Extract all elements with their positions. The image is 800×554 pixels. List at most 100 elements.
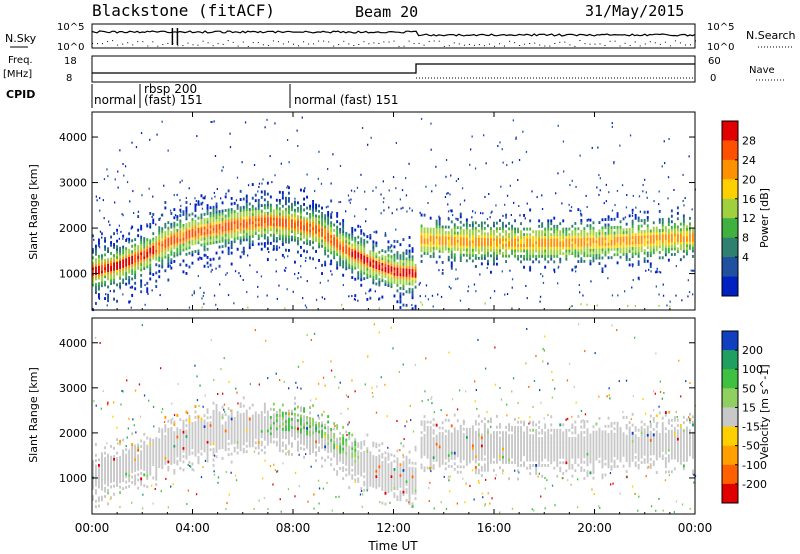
power-cell (339, 249, 342, 253)
power-cell (212, 216, 215, 220)
power-cell (294, 200, 296, 204)
power-cell (420, 254, 423, 258)
power-cell (568, 244, 571, 247)
power-cell (122, 264, 125, 268)
power-cell (445, 159, 448, 161)
power-cell (648, 268, 650, 271)
power-cell (260, 212, 263, 216)
power-cell (188, 243, 191, 247)
velocity-cell (128, 465, 131, 469)
power-cell (98, 276, 100, 280)
velocity-cell (447, 454, 450, 457)
power-cell (399, 276, 402, 279)
power-cell (562, 238, 565, 242)
power-cell (260, 247, 263, 251)
velocity-cell (149, 451, 152, 455)
power-cell (149, 247, 152, 251)
power-cell (281, 234, 284, 238)
power-cell (392, 176, 395, 179)
velocity-cell (137, 465, 140, 468)
power-cell (575, 270, 577, 273)
power-cell (583, 259, 586, 263)
power-cell (369, 258, 372, 262)
power-cell (640, 238, 643, 242)
power-cell (387, 254, 390, 257)
velocity-cell (372, 471, 375, 475)
power-cell (447, 233, 450, 237)
power-cell (474, 229, 477, 233)
velocity-cell (155, 477, 158, 481)
velocity-cell (429, 434, 432, 438)
power-cell (327, 205, 329, 208)
velocity-cell (200, 441, 203, 445)
power-cell (661, 242, 664, 246)
power-cell (206, 242, 209, 246)
velocity-cell (143, 446, 146, 450)
velocity-cell (402, 485, 405, 489)
velocity-cell (134, 482, 137, 486)
velocity-cell (399, 479, 402, 483)
power-cell (191, 242, 194, 246)
velocity-cell (285, 436, 287, 440)
velocity-cell (272, 432, 275, 436)
power-cell (592, 248, 595, 252)
power-cell (610, 239, 613, 243)
power-cell (474, 167, 477, 170)
velocity-cell (281, 422, 284, 426)
power-cell (304, 259, 307, 262)
power-cell (95, 291, 97, 294)
power-cell (589, 232, 592, 236)
power-cell (616, 247, 619, 251)
velocity-cell (203, 441, 206, 445)
power-cell (631, 286, 633, 289)
power-cell (116, 228, 118, 232)
power-cell (224, 209, 227, 212)
velocity-cell (269, 407, 272, 411)
power-cell (435, 184, 437, 187)
power-cell (146, 249, 149, 252)
velocity-cell (122, 454, 125, 458)
velocity-cell (402, 466, 405, 470)
power-cell (679, 239, 682, 242)
velocity-cell (272, 429, 275, 433)
power-cell (586, 232, 589, 236)
power-cell (278, 199, 281, 202)
power-cell (655, 226, 658, 230)
power-cell (614, 204, 616, 207)
velocity-cell (390, 472, 393, 476)
power-cell (281, 193, 284, 197)
velocity-cell (441, 448, 444, 452)
power-cell (556, 252, 559, 256)
velocity-cell (140, 463, 143, 467)
power-cell (236, 212, 239, 216)
power-cell (468, 248, 471, 252)
power-cell (215, 208, 218, 211)
power-cell (550, 246, 553, 250)
power-cell (541, 254, 544, 258)
power-cell (363, 255, 366, 259)
power-cell (568, 246, 571, 250)
velocity-cell (275, 416, 278, 420)
velocity-cell (435, 434, 438, 438)
velocity-cell (158, 457, 161, 460)
velocity-cell (263, 424, 266, 428)
velocity-cell (251, 414, 254, 418)
noise-axis-top-label: 10^5 (57, 22, 84, 33)
power-cell (260, 215, 263, 218)
power-cell (227, 241, 230, 245)
velocity-cell (233, 416, 236, 420)
velocity-cell (95, 467, 97, 471)
power-cell (229, 132, 231, 135)
velocity-cell (203, 414, 206, 418)
velocity-cell (230, 452, 233, 456)
velocity-cell (206, 424, 209, 428)
power-cell (336, 231, 339, 235)
power-cell (257, 285, 259, 288)
velocity-cell (110, 485, 112, 489)
power-cell (471, 232, 474, 236)
power-cell (360, 270, 363, 273)
power-cell (110, 268, 112, 272)
velocity-cell (194, 453, 197, 457)
velocity-cell (444, 440, 447, 444)
power-cell (116, 261, 118, 265)
